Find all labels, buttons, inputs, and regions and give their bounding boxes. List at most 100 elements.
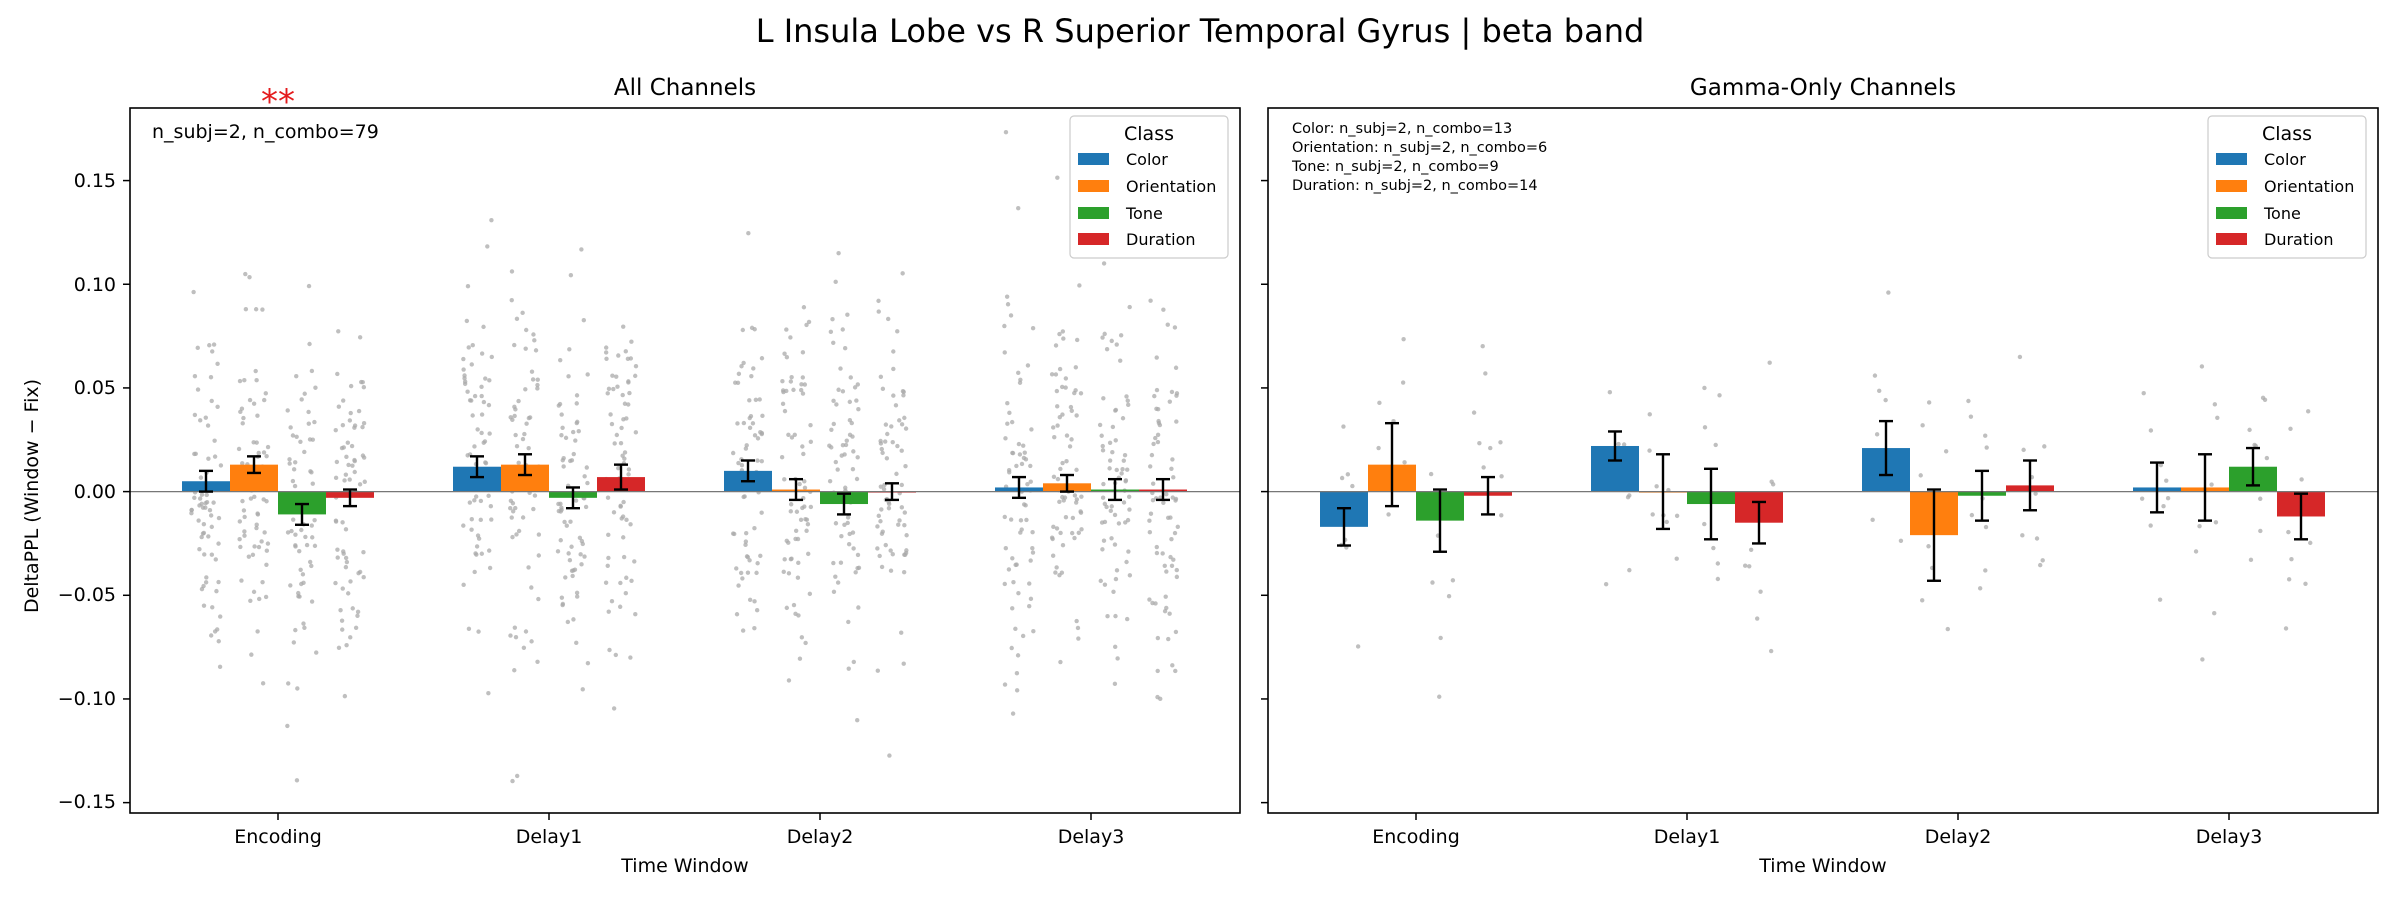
raw-point: [1002, 682, 1008, 687]
raw-point: [199, 492, 205, 497]
raw-point: [301, 621, 306, 626]
raw-point: [851, 546, 856, 551]
raw-point: [2289, 556, 2294, 562]
error-bar-orientation-delay1: [1656, 453, 1670, 531]
raw-point: [293, 544, 298, 549]
raw-point: [1674, 556, 1679, 561]
raw-point: [514, 773, 520, 779]
raw-point: [798, 387, 804, 393]
raw-point: [800, 505, 805, 511]
raw-point: [1768, 648, 1774, 654]
raw-point: [1016, 590, 1021, 596]
raw-point: [1101, 261, 1107, 266]
raw-point: [1122, 452, 1128, 458]
raw-point: [1664, 519, 1669, 525]
raw-point: [348, 383, 354, 389]
raw-point: [897, 518, 902, 523]
raw-point: [1028, 479, 1033, 484]
raw-point: [240, 498, 245, 504]
raw-point: [263, 391, 268, 396]
raw-point: [2021, 447, 2026, 453]
raw-point: [343, 472, 349, 477]
error-bar-color-delay2: [741, 459, 755, 483]
raw-point: [336, 404, 342, 409]
raw-point: [568, 519, 573, 524]
raw-point: [1174, 567, 1180, 573]
raw-point: [309, 368, 315, 374]
raw-point: [475, 427, 480, 432]
raw-point: [611, 386, 616, 392]
y-tick-labels: 0.15 0.10 0.05 0.00 −0.05 −0.10 −0.15: [58, 170, 116, 813]
raw-point: [473, 494, 479, 499]
raw-point: [1616, 441, 1621, 447]
raw-point: [2197, 524, 2202, 529]
raw-point: [856, 407, 861, 412]
raw-point: [744, 443, 749, 448]
raw-point: [530, 377, 536, 382]
raw-point: [335, 547, 340, 552]
raw-point: [526, 565, 531, 570]
raw-point: [623, 349, 628, 354]
raw-point: [531, 506, 536, 512]
raw-point: [804, 322, 809, 328]
raw-point: [876, 513, 881, 519]
raw-point: [741, 494, 746, 500]
raw-point: [893, 403, 899, 408]
raw-point: [899, 505, 905, 510]
raw-point: [2139, 496, 2145, 501]
x-tick-label-delay3: Delay3: [2196, 826, 2263, 848]
raw-point: [1116, 521, 1122, 526]
raw-point: [747, 597, 753, 603]
raw-point: [2308, 540, 2313, 546]
raw-point: [845, 515, 851, 520]
raw-point: [793, 528, 799, 533]
raw-point: [1105, 614, 1110, 619]
raw-point: [239, 578, 244, 583]
raw-point: [786, 540, 791, 545]
raw-point: [901, 661, 906, 666]
y-tick-label: −0.05: [58, 584, 116, 606]
raw-point: [878, 374, 884, 379]
raw-point: [899, 422, 905, 427]
raw-point: [299, 527, 304, 533]
raw-point: [1099, 433, 1104, 438]
raw-point: [629, 578, 634, 583]
raw-point: [309, 599, 315, 604]
raw-point: [197, 496, 203, 501]
raw-point: [352, 423, 358, 428]
raw-point: [251, 401, 257, 406]
raw-point: [203, 415, 208, 420]
raw-point: [846, 619, 851, 625]
raw-point: [361, 384, 367, 390]
raw-point: [513, 634, 519, 640]
raw-point: [1402, 460, 1407, 465]
raw-point: [1124, 394, 1129, 399]
raw-point: [253, 307, 259, 312]
raw-point: [890, 439, 895, 445]
raw-point: [899, 630, 904, 635]
raw-point: [885, 431, 890, 437]
raw-point: [2215, 415, 2220, 421]
raw-point: [803, 640, 808, 646]
y-tick-label: 0.15: [74, 170, 116, 192]
raw-point: [2033, 491, 2038, 496]
raw-point: [1054, 526, 1060, 531]
raw-point: [333, 580, 338, 586]
raw-point: [1100, 335, 1105, 340]
raw-point: [535, 659, 540, 664]
raw-point: [569, 458, 575, 463]
raw-point: [361, 575, 366, 580]
raw-point: [197, 547, 202, 552]
raw-point: [1076, 636, 1081, 641]
raw-point: [1926, 400, 1932, 405]
y-tick-marks: [123, 179, 130, 804]
sample-size-notes: Color: n_subj=2, n_combo=13 Orientation:…: [1291, 121, 1547, 194]
raw-point: [794, 509, 800, 514]
raw-point: [486, 548, 492, 553]
raw-point: [1174, 391, 1180, 396]
raw-point: [516, 528, 522, 534]
raw-point: [264, 548, 270, 553]
raw-point: [1702, 385, 1707, 391]
raw-point: [339, 618, 345, 623]
raw-point: [1006, 567, 1012, 572]
